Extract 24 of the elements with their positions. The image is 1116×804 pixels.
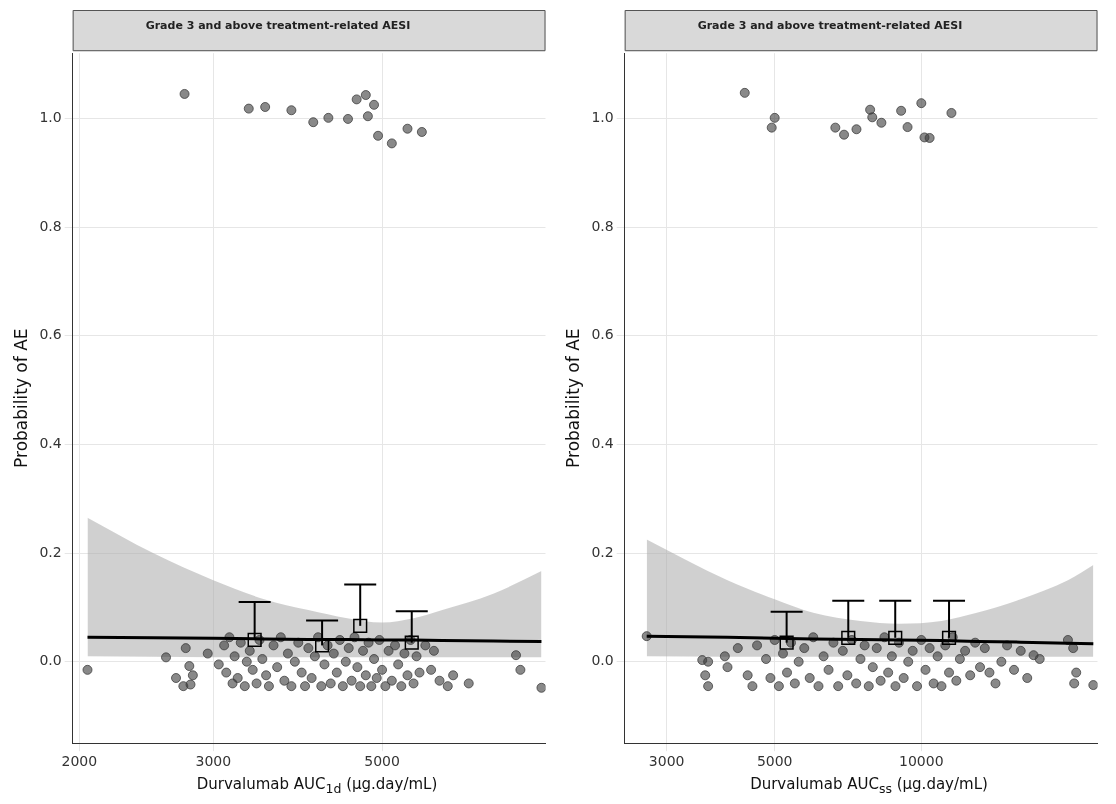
y-tick-label: 0.8 [39,217,62,234]
chart-title: Grade 3 and above treatment-related AESI [145,19,411,33]
y-tick-label: 0.6 [591,326,614,343]
x-tick-label: 5000 [756,753,793,770]
y-tick-label: 1.0 [591,109,614,126]
y-tick-label: 0.0 [591,652,614,669]
y-axis-title: Probability of AE [562,328,583,468]
y-tick-label: 0.0 [39,652,62,669]
y-tick-label: 0.8 [591,217,614,234]
y-tick-label: 0.2 [39,543,62,560]
y-tick-label: 1.0 [39,109,62,126]
x-tick-label: 10000 [899,753,944,770]
x-tick-label: 2000 [61,753,98,770]
y-axis-title: Probability of AE [10,328,31,468]
x-tick-label: 5000 [364,753,400,770]
y-tick-label: 0.6 [39,326,62,343]
x-tick-label: 3000 [648,753,685,770]
y-tick-label: 0.4 [39,435,62,452]
y-tick-label: 0.2 [591,543,614,560]
y-tick-label: 0.4 [591,435,614,452]
x-tick-label: 3000 [195,753,232,770]
x-axis-title: Durvalumab AUC$_{1d}$ (µg.day/mL) [195,774,439,798]
x-axis-title: Durvalumab AUC$_{ss}$ (µg.day/mL) [749,774,989,798]
chart-title: Grade 3 and above treatment-related AESI [697,19,963,33]
